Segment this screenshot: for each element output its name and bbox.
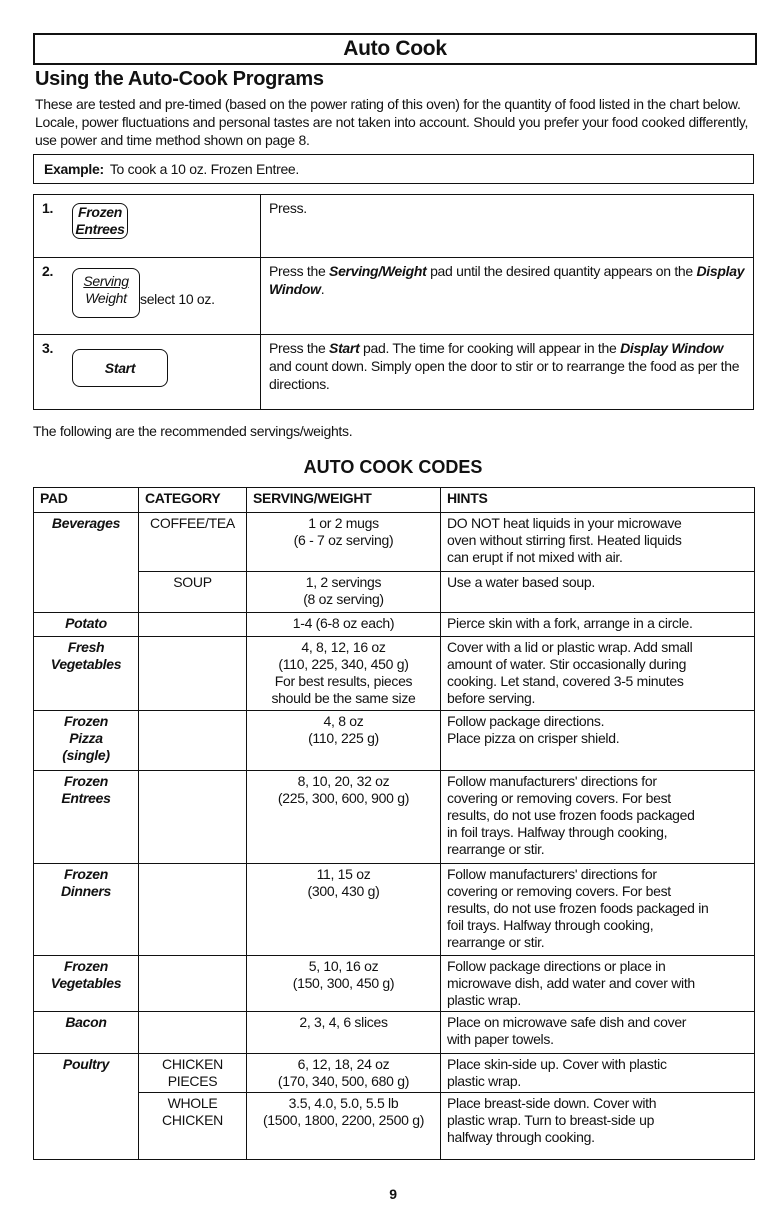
pad-cell: Fresh Vegetables [33,636,139,711]
hint-cell: Follow manufacturers' directions for cov… [440,770,755,864]
pad-cell: Bacon [33,1011,139,1054]
category-cell [138,955,247,1012]
category-cell [138,612,247,637]
step-number: 3. [42,340,54,356]
example-box: Example: To cook a 10 oz. Frozen Entree. [33,154,754,184]
category-cell [138,636,247,711]
category-cell: WHOLE CHICKEN [138,1092,247,1160]
serving-cell: 5, 10, 16 oz (150, 300, 450 g) [246,955,441,1012]
hint-cell: DO NOT heat liquids in your microwave ov… [440,512,755,572]
header-hints: HINTS [440,487,755,513]
category-cell: CHICKEN PIECES [138,1053,247,1093]
pad-cell: Potato [33,612,139,637]
table-row: SOUP 1, 2 servings (8 oz serving) Use a wa… [34,571,755,613]
hint-cell: Pierce skin with a fork, arrange in a ci… [440,612,755,637]
table-row: Fresh Vegetables 4, 8, 12, 16 oz (110, 22… [33,636,755,711]
table-row: Poultry CHICKEN PIECES 6, 12, 18, 24 oz (1… [33,1053,755,1160]
header-category: CATEGORY [138,487,247,513]
serving-cell: 6, 12, 18, 24 oz (170, 340, 500, 680 g) [246,1053,441,1093]
auto-cook-codes-table: PAD CATEGORY SERVING/WEIGHT HINTS Bevera… [33,487,755,1160]
step-text: Press the Start pad. The time for cookin… [260,334,754,410]
step-number: 1. [42,200,54,216]
header-serving: SERVING/WEIGHT [246,487,441,513]
pad-cell: Beverages [33,512,139,613]
category-cell [138,710,247,771]
hint-cell: Place on microwave safe dish and cover w… [440,1011,755,1054]
serving-cell: 3.5, 4.0, 5.0, 5.5 lb (1500, 1800, 2200,… [246,1092,441,1160]
category-cell: SOUP [138,571,247,613]
example-text: To cook a 10 oz. Frozen Entree. [109,161,300,177]
serving-weight-pad-icon: Serving Weight [72,268,140,318]
table-row: Frozen Vegetables 5, 10, 16 oz (150, 300,… [33,955,755,1012]
example-label: Example: [44,161,104,177]
table-row: Frozen Dinners 11, 15 oz (300, 430 g) Foll… [33,863,755,956]
step-row: 2. Serving Weight select 10 oz. Press the S… [33,257,754,335]
category-cell [138,770,247,864]
steps-table: 1. Frozen Entrees Press. 2. Serving Weight se… [33,194,754,410]
pad-cell: Frozen Vegetables [33,955,139,1012]
serving-cell: 1 or 2 mugs (6 - 7 oz serving) [246,512,441,572]
table-row: Bacon 2, 3, 4, 6 slices Place on microwave… [33,1011,755,1054]
start-pad-icon: Start [72,349,168,387]
table-row: Beverages COFFEE/TEA 1 or 2 mugs (6 - 7 oz… [33,512,755,613]
step-text: Press the Serving/Weight pad until the d… [260,257,754,335]
serving-cell: 11, 15 oz (300, 430 g) [246,863,441,956]
step-row: 3. Start Press the Start pad. The time fo… [33,334,754,410]
hint-cell: Cover with a lid or plastic wrap. Add sm… [440,636,755,711]
servings-note: The following are the recommended servin… [33,423,353,439]
intro-paragraph: These are tested and pre-timed (based on… [35,96,749,148]
table-header-row: PAD CATEGORY SERVING/WEIGHT HINTS [33,487,755,513]
serving-cell: 8, 10, 20, 32 oz (225, 300, 600, 900 g) [246,770,441,864]
category-cell: COFFEE/TEA [138,512,247,572]
codes-title: AUTO COOK CODES [303,457,483,477]
hint-cell: Place breast-side down. Cover with plast… [440,1092,755,1160]
serving-cell: 1-4 (6-8 oz each) [246,612,441,637]
pad-cell: Frozen Entrees [33,770,139,864]
header-pad: PAD [33,487,139,513]
hint-cell: Follow manufacturers' directions for cov… [440,863,755,956]
page-number: 9 [389,1186,397,1202]
hint-cell: Use a water based soup. [440,571,755,613]
category-cell [138,1011,247,1054]
serving-cell: 4, 8, 12, 16 oz (110, 225, 340, 450 g) F… [246,636,441,711]
step-text: Press. [260,194,754,258]
hint-cell: Place skin-side up. Cover with plastic p… [440,1053,755,1093]
hint-cell: Follow package directions or place in mi… [440,955,755,1012]
table-row: Frozen Pizza (single) 4, 8 oz (110, 225 g… [33,710,755,771]
pad-cell: Frozen Dinners [33,863,139,956]
frozen-entrees-pad-icon: Frozen Entrees [72,203,128,239]
serving-cell: 2, 3, 4, 6 slices [246,1011,441,1054]
serving-cell: 1, 2 servings (8 oz serving) [246,571,441,613]
table-row: WHOLE CHICKEN 3.5, 4.0, 5.0, 5.5 lb (1500… [34,1092,755,1160]
category-cell [138,863,247,956]
serving-cell: 4, 8 oz (110, 225 g) [246,710,441,771]
table-row: Frozen Entrees 8, 10, 20, 32 oz (225, 300… [33,770,755,864]
pad-cell: Poultry [33,1053,139,1160]
step-number: 2. [42,263,54,279]
step-row: 1. Frozen Entrees Press. [33,194,754,258]
pad-cell: Frozen Pizza (single) [33,710,139,771]
step-extra: select 10 oz. [140,291,215,307]
hint-cell: Follow package directions. Place pizza o… [440,710,755,771]
section-heading: Using the Auto-Cook Programs [35,68,324,90]
page-title: Auto Cook [33,33,757,65]
table-row: Potato 1-4 (6-8 oz each) Pierce skin with … [33,612,755,637]
